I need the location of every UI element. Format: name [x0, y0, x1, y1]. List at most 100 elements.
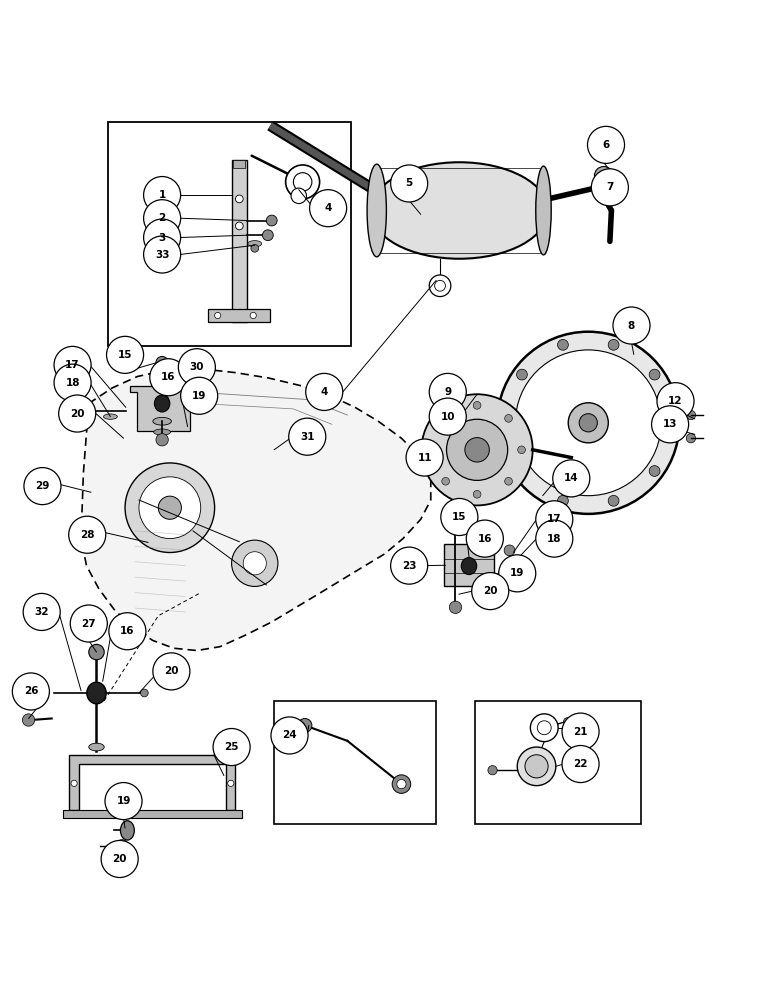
- Text: 5: 5: [405, 178, 413, 188]
- Circle shape: [213, 729, 250, 766]
- Circle shape: [215, 312, 221, 319]
- Ellipse shape: [153, 417, 171, 425]
- Circle shape: [243, 552, 266, 575]
- Text: 19: 19: [192, 391, 206, 401]
- Circle shape: [139, 477, 201, 539]
- Circle shape: [605, 169, 615, 178]
- Ellipse shape: [154, 429, 171, 435]
- Circle shape: [517, 747, 556, 786]
- FancyBboxPatch shape: [274, 701, 436, 824]
- Circle shape: [228, 780, 234, 786]
- FancyBboxPatch shape: [208, 309, 270, 322]
- Circle shape: [69, 516, 106, 553]
- Circle shape: [266, 215, 277, 226]
- Circle shape: [397, 779, 406, 789]
- Circle shape: [271, 717, 308, 754]
- Circle shape: [497, 332, 679, 514]
- Text: 32: 32: [35, 607, 49, 617]
- Circle shape: [181, 377, 218, 414]
- Circle shape: [428, 446, 436, 454]
- Circle shape: [499, 555, 536, 592]
- Circle shape: [107, 336, 144, 373]
- Circle shape: [125, 463, 215, 552]
- Circle shape: [298, 718, 312, 732]
- Circle shape: [23, 593, 60, 630]
- Circle shape: [505, 477, 513, 485]
- Text: 31: 31: [300, 432, 314, 442]
- Text: 27: 27: [82, 619, 96, 629]
- Circle shape: [144, 236, 181, 273]
- FancyBboxPatch shape: [232, 160, 247, 322]
- Circle shape: [449, 601, 462, 613]
- Circle shape: [649, 369, 660, 380]
- Ellipse shape: [461, 558, 476, 575]
- Text: 1: 1: [158, 190, 166, 200]
- Circle shape: [488, 766, 497, 775]
- Polygon shape: [81, 369, 431, 651]
- Circle shape: [232, 540, 278, 586]
- Circle shape: [657, 383, 694, 420]
- Circle shape: [450, 513, 461, 524]
- Ellipse shape: [120, 821, 134, 840]
- Ellipse shape: [86, 682, 106, 704]
- Circle shape: [686, 434, 696, 443]
- Circle shape: [291, 188, 306, 204]
- Circle shape: [435, 280, 445, 291]
- Circle shape: [613, 307, 650, 344]
- Circle shape: [144, 200, 181, 237]
- Text: 10: 10: [441, 412, 455, 422]
- Text: 18: 18: [547, 534, 561, 544]
- Text: 20: 20: [113, 854, 127, 864]
- Circle shape: [568, 403, 608, 443]
- Circle shape: [553, 460, 590, 497]
- Circle shape: [564, 718, 571, 725]
- Text: 33: 33: [155, 250, 169, 260]
- Circle shape: [178, 349, 215, 386]
- Text: 19: 19: [510, 568, 524, 578]
- Circle shape: [22, 714, 35, 726]
- Circle shape: [71, 780, 77, 786]
- Circle shape: [587, 126, 625, 163]
- Circle shape: [608, 339, 619, 350]
- Circle shape: [504, 545, 515, 556]
- Circle shape: [557, 339, 568, 350]
- Circle shape: [472, 573, 509, 610]
- Text: 30: 30: [190, 362, 204, 372]
- Circle shape: [473, 401, 481, 409]
- Circle shape: [686, 410, 696, 420]
- Circle shape: [649, 466, 660, 476]
- Text: 9: 9: [444, 387, 452, 397]
- Text: 28: 28: [80, 530, 94, 540]
- Text: 6: 6: [602, 140, 610, 150]
- Circle shape: [59, 395, 96, 432]
- Circle shape: [251, 244, 259, 252]
- Circle shape: [89, 644, 104, 660]
- Text: 8: 8: [628, 321, 635, 331]
- Ellipse shape: [367, 164, 386, 257]
- Circle shape: [441, 498, 478, 536]
- Ellipse shape: [248, 241, 262, 247]
- Text: 17: 17: [547, 514, 561, 524]
- Circle shape: [525, 755, 548, 778]
- Circle shape: [473, 490, 481, 498]
- Circle shape: [466, 520, 503, 557]
- Circle shape: [54, 346, 91, 383]
- Circle shape: [141, 689, 148, 697]
- Circle shape: [536, 501, 573, 538]
- Text: 20: 20: [70, 409, 84, 419]
- Circle shape: [24, 468, 61, 505]
- Circle shape: [250, 312, 256, 319]
- Circle shape: [144, 177, 181, 214]
- Text: 4: 4: [324, 203, 332, 213]
- Circle shape: [406, 439, 443, 476]
- FancyBboxPatch shape: [444, 544, 494, 586]
- Ellipse shape: [371, 162, 548, 259]
- Circle shape: [235, 222, 243, 230]
- Circle shape: [109, 613, 146, 650]
- Circle shape: [262, 230, 273, 241]
- Circle shape: [422, 394, 533, 505]
- Circle shape: [562, 745, 599, 783]
- Circle shape: [652, 406, 689, 443]
- Circle shape: [536, 520, 573, 557]
- Text: 16: 16: [161, 372, 175, 382]
